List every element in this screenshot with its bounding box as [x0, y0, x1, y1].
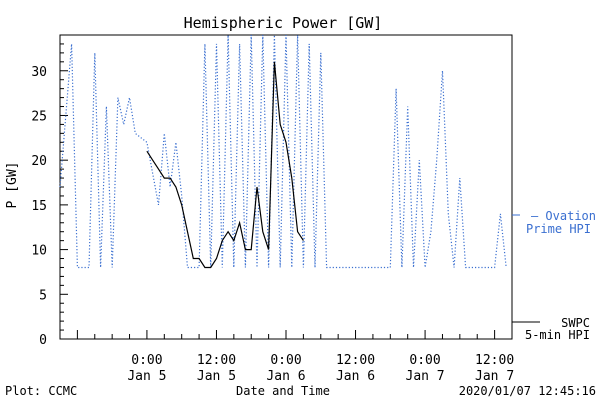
- x-tick-label-hour: 0:00: [131, 353, 162, 368]
- footer-credit: Plot: CCMC: [5, 384, 77, 398]
- x-tick-label-hour: 12:00: [475, 353, 514, 368]
- y-axis: 0 5 10 15 20 25 30: [31, 35, 68, 348]
- x-tick-label-day: Jan 6: [266, 369, 305, 384]
- x-tick-label-day: Jan 5: [127, 369, 166, 384]
- series-layer: [60, 35, 506, 268]
- legend-label-swpc-2: 5-min HPI: [525, 328, 590, 342]
- x-tick-label-day: Jan 6: [336, 369, 375, 384]
- x-tick-label-day: Jan 7: [475, 369, 514, 384]
- y-tick-label: 10: [31, 244, 47, 259]
- y-tick-label: 25: [31, 109, 47, 124]
- y-tick-label: 15: [31, 199, 47, 214]
- y-tick-label: 0: [39, 333, 47, 348]
- legend-label-ovation-2: Prime HPI: [526, 222, 591, 236]
- x-tick-label-day: Jan 7: [406, 369, 445, 384]
- y-tick-label: 30: [31, 65, 47, 80]
- x-tick-label-day: Jan 5: [197, 369, 236, 384]
- series-line-ovation-prime-hpi: [60, 35, 506, 268]
- x-tick-label-hour: 0:00: [409, 353, 440, 368]
- x-axis-label: Date and Time: [236, 384, 330, 398]
- footer-timestamp: 2020/01/07 12:45:16: [459, 384, 596, 398]
- y-axis-label: P [GW]: [5, 162, 20, 209]
- chart-title: Hemispheric Power [GW]: [184, 14, 383, 32]
- y-tick-label: 20: [31, 154, 47, 169]
- y-tick-label: 5: [39, 288, 47, 303]
- plot-frame: [60, 35, 512, 339]
- x-tick-label-hour: 12:00: [336, 353, 375, 368]
- x-tick-label-hour: 12:00: [197, 353, 236, 368]
- legend-label-ovation-1: — Ovation: [531, 209, 596, 223]
- x-tick-label-hour: 0:00: [270, 353, 301, 368]
